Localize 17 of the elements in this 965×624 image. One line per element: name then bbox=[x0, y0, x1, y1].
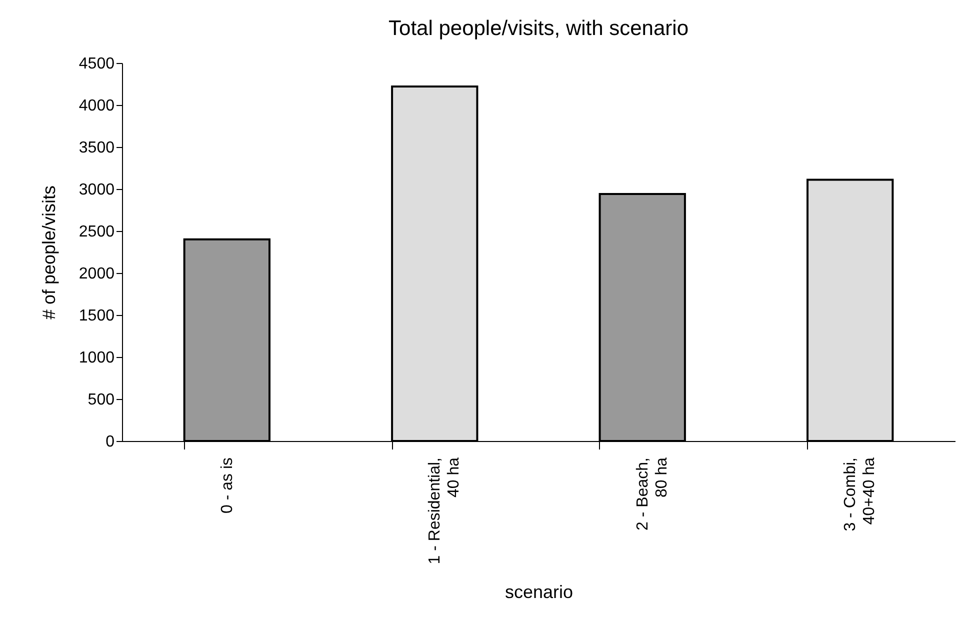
y-tick-label: 2500 bbox=[78, 224, 115, 240]
y-tick-label: 0 bbox=[106, 434, 115, 450]
y-tick-label: 1000 bbox=[78, 350, 115, 366]
x-tick-label: 3 - Combi, 40+40 ha bbox=[842, 457, 878, 532]
y-tick-label: 4500 bbox=[78, 56, 115, 72]
y-tick-label: 1500 bbox=[78, 308, 115, 324]
y-tick-label: 2000 bbox=[78, 266, 115, 282]
y-tick-label: 3000 bbox=[78, 182, 115, 198]
y-tick-label: 4000 bbox=[78, 98, 115, 114]
x-axis-title: scenario bbox=[504, 582, 574, 602]
y-tick-label: 500 bbox=[88, 392, 115, 408]
x-tick-label: 1 - Residential, 40 ha bbox=[426, 457, 463, 564]
x-tick-label: 2 - Beach, 80 ha bbox=[634, 457, 670, 530]
y-tick-label: 3500 bbox=[78, 140, 115, 156]
y-axis-title: # of people/visits bbox=[38, 185, 59, 320]
chart-title: Total people/visits, with scenario bbox=[388, 17, 688, 40]
x-tick-label: 0 - as is bbox=[218, 458, 236, 514]
